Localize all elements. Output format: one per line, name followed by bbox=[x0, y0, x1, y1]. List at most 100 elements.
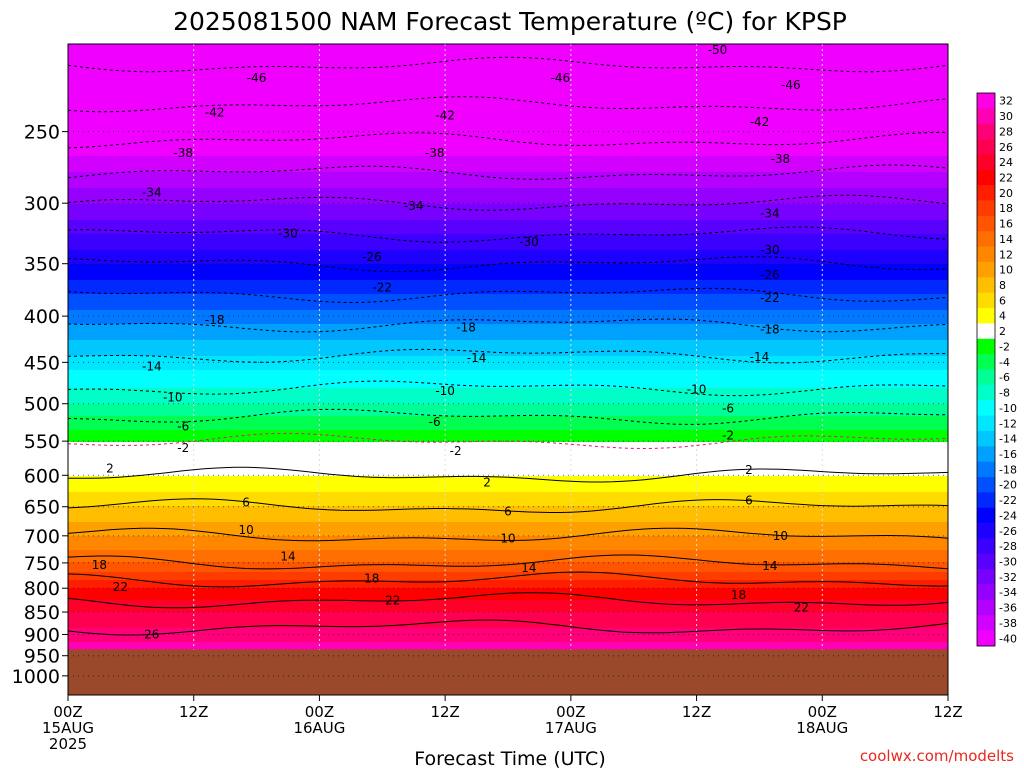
colorbar-label: 12 bbox=[999, 248, 1013, 261]
colorbar-label: -14 bbox=[999, 433, 1017, 446]
temperature-band bbox=[68, 170, 948, 173]
temperature-band bbox=[68, 558, 948, 561]
temperature-band bbox=[68, 286, 948, 289]
temperature-band bbox=[68, 172, 948, 175]
temperature-band bbox=[68, 634, 948, 637]
temperature-band bbox=[68, 582, 948, 585]
colorbar-swatch bbox=[977, 538, 995, 555]
temperature-band bbox=[68, 106, 948, 109]
temperature-band bbox=[68, 386, 948, 389]
temperature-band bbox=[68, 294, 948, 297]
temperature-band bbox=[68, 244, 948, 247]
contour-line bbox=[67, 380, 949, 397]
temperature-band bbox=[68, 568, 948, 571]
contour-label: 18 bbox=[92, 558, 107, 572]
temperature-band bbox=[68, 430, 948, 433]
temperature-band bbox=[68, 368, 948, 371]
contour-line bbox=[67, 164, 949, 180]
temperature-band bbox=[68, 198, 948, 201]
temperature-band bbox=[68, 326, 948, 329]
temperature-band bbox=[68, 76, 948, 79]
temperature-band bbox=[68, 284, 948, 287]
temperature-band bbox=[68, 208, 948, 211]
temperature-band bbox=[68, 260, 948, 263]
contour-label: -10 bbox=[163, 390, 183, 404]
temperature-band bbox=[68, 102, 948, 105]
contour-label: -30 bbox=[519, 235, 539, 249]
temperature-band bbox=[68, 628, 948, 631]
temperature-band bbox=[68, 424, 948, 427]
temperature-band bbox=[68, 622, 948, 625]
colorbar-label: -32 bbox=[999, 571, 1017, 584]
colorbar-swatch bbox=[977, 123, 995, 140]
contour-label: 10 bbox=[500, 532, 515, 546]
temperature-band bbox=[68, 626, 948, 629]
contour-label: -34 bbox=[142, 186, 162, 200]
temperature-band bbox=[68, 218, 948, 221]
temperature-band bbox=[68, 500, 948, 503]
temperature-band bbox=[68, 450, 948, 453]
temperature-band bbox=[68, 590, 948, 593]
colorbar-swatch bbox=[977, 154, 995, 171]
temperature-band bbox=[68, 416, 948, 419]
contour-label: -34 bbox=[404, 199, 424, 213]
contour-label: -42 bbox=[205, 105, 225, 119]
contour-line bbox=[67, 96, 949, 113]
temperature-band bbox=[68, 438, 948, 441]
temperature-band bbox=[68, 132, 948, 135]
temperature-band bbox=[68, 382, 948, 385]
temperature-band bbox=[68, 648, 948, 651]
colorbar-label: -4 bbox=[999, 356, 1010, 369]
temperature-band bbox=[68, 246, 948, 249]
colorbar-swatch bbox=[977, 569, 995, 585]
colorbar-label: -26 bbox=[999, 525, 1017, 538]
temperature-band bbox=[68, 340, 948, 343]
colorbar-swatch bbox=[977, 507, 995, 524]
colorbar-swatch bbox=[977, 200, 995, 217]
temperature-band bbox=[68, 392, 948, 395]
temperature-band bbox=[68, 540, 948, 543]
contour-line bbox=[67, 348, 949, 364]
temperature-band bbox=[68, 240, 948, 243]
colorbar-swatch bbox=[977, 415, 995, 432]
x-tick-label: 16AUG bbox=[293, 719, 345, 737]
temperature-band bbox=[68, 238, 948, 241]
colorbar-swatch bbox=[977, 384, 995, 401]
temperature-band bbox=[68, 280, 948, 283]
contour-line bbox=[67, 554, 949, 570]
colorbar-label: 32 bbox=[999, 95, 1013, 108]
temperature-band bbox=[68, 484, 948, 487]
temperature-band bbox=[68, 496, 948, 499]
temperature-band bbox=[68, 316, 948, 319]
colorbar-swatch bbox=[977, 553, 995, 570]
temperature-band bbox=[68, 282, 948, 285]
temperature-band bbox=[68, 188, 948, 191]
contour-label: -22 bbox=[372, 281, 392, 295]
temperature-band bbox=[68, 518, 948, 521]
temperature-band bbox=[68, 528, 948, 531]
temperature-band bbox=[68, 154, 948, 157]
temperature-band bbox=[68, 196, 948, 199]
temperature-band bbox=[68, 488, 948, 491]
contour-label: 6 bbox=[504, 505, 512, 519]
x-tick-label: 12Z bbox=[179, 703, 208, 721]
y-tick-label: 900 bbox=[24, 624, 60, 646]
temperature-band bbox=[68, 486, 948, 489]
temperature-band bbox=[68, 618, 948, 621]
contour-line bbox=[67, 131, 949, 149]
contour-line bbox=[67, 432, 949, 450]
temperature-band bbox=[68, 158, 948, 161]
temperature-band bbox=[68, 460, 948, 463]
temperature-band bbox=[68, 574, 948, 577]
contour-line bbox=[67, 194, 949, 211]
colorbar-label: -16 bbox=[999, 448, 1017, 461]
temperature-band bbox=[68, 258, 948, 261]
temperature-band bbox=[68, 288, 948, 291]
temperature-fill bbox=[68, 44, 948, 651]
contour-line bbox=[67, 527, 949, 542]
contour-label: -42 bbox=[435, 109, 455, 123]
temperature-band bbox=[68, 520, 948, 523]
temperature-band bbox=[68, 86, 948, 89]
temperature-band bbox=[68, 216, 948, 219]
temperature-band bbox=[68, 92, 948, 95]
